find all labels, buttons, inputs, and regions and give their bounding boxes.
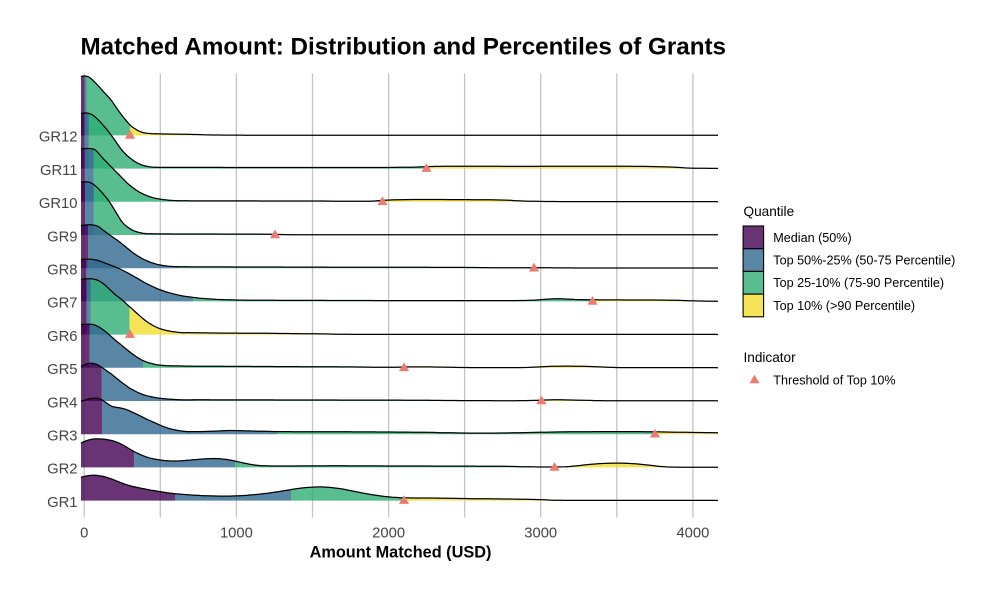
- svg-text:GR10: GR10: [39, 196, 78, 212]
- svg-text:4000: 4000: [676, 525, 709, 541]
- svg-text:Top 50%-25% (50-75 Percentile): Top 50%-25% (50-75 Percentile): [773, 254, 955, 268]
- svg-text:GR11: GR11: [40, 163, 78, 179]
- svg-text:GR1: GR1: [47, 495, 77, 511]
- svg-text:GR4: GR4: [47, 395, 77, 411]
- svg-text:GR12: GR12: [39, 130, 78, 146]
- svg-text:Matched Amount: Distribution a: Matched Amount: Distribution and Percent…: [81, 34, 727, 61]
- svg-text:GR7: GR7: [47, 296, 77, 312]
- svg-text:GR3: GR3: [47, 429, 77, 445]
- svg-text:GR5: GR5: [47, 362, 77, 378]
- svg-text:Threshold of Top 10%: Threshold of Top 10%: [773, 373, 895, 387]
- svg-text:GR9: GR9: [47, 229, 77, 245]
- svg-text:2000: 2000: [372, 525, 405, 541]
- svg-text:0: 0: [80, 525, 88, 541]
- svg-text:Indicator: Indicator: [744, 350, 797, 365]
- svg-text:GR2: GR2: [47, 462, 77, 478]
- svg-text:Median (50%): Median (50%): [773, 231, 851, 245]
- svg-text:1000: 1000: [220, 525, 253, 541]
- svg-text:GR6: GR6: [47, 329, 77, 345]
- svg-text:3000: 3000: [524, 525, 557, 541]
- svg-text:Quantile: Quantile: [744, 204, 795, 219]
- svg-text:Top 10% (>90 Percentile): Top 10% (>90 Percentile): [773, 299, 915, 313]
- svg-text:Top 25-10% (75-90 Percentile): Top 25-10% (75-90 Percentile): [773, 276, 944, 290]
- svg-text:GR8: GR8: [47, 263, 77, 279]
- svg-text:Amount Matched (USD): Amount Matched (USD): [310, 544, 492, 562]
